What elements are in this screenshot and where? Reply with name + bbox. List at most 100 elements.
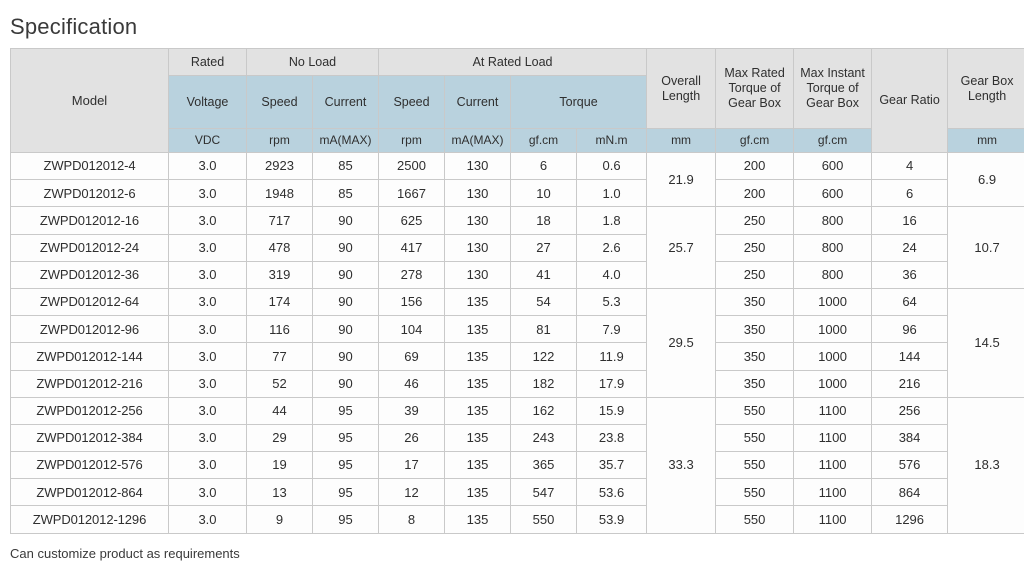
cell-no-load-speed: 9 [246,505,313,534]
cell-voltage: 3.0 [168,478,247,507]
table-body: ZWPD012012-4 3.0 2923 85 2500 130 6 0.6 21.9 200 6… [10,151,1024,534]
cell-gear-ratio: 216 [871,369,949,398]
header-unit-torque-gfcm: gf.cm [510,128,578,153]
cell-no-load-speed: 2923 [246,151,313,181]
cell-no-load-current: 95 [311,478,380,507]
cell-no-load-speed: 52 [246,369,313,398]
cell-rated-speed: 39 [378,396,446,425]
cell-torque-mnm: 53.6 [576,478,648,507]
cell-no-load-speed: 29 [246,423,313,453]
cell-no-load-speed: 77 [246,342,313,371]
cell-torque-gfcm: 10 [510,179,578,208]
header-sub-torque: Torque [510,75,648,129]
header-unit-no-load-speed: rpm [246,128,313,153]
cell-max-rated-torque: 550 [715,396,795,425]
header-overall-length: Overall Length [646,48,717,129]
cell-model: ZWPD012012-144 [10,342,169,371]
cell-rated-current: 135 [444,423,512,453]
cell-voltage: 3.0 [168,233,247,262]
cell-torque-gfcm: 54 [510,287,578,317]
cell-rated-current: 130 [444,233,512,262]
header-unit-torque-mnm: mN.m [576,128,648,153]
cell-max-instant-torque: 600 [793,151,873,181]
cell-torque-mnm: 11.9 [576,342,648,371]
cell-model: ZWPD012012-864 [10,478,169,507]
cell-torque-gfcm: 122 [510,342,578,371]
cell-gear-ratio: 256 [871,396,949,425]
cell-torque-gfcm: 18 [510,206,578,235]
cell-rated-current: 135 [444,342,512,371]
header-unit-voltage: VDC [168,128,247,153]
cell-overall-length: 33.3 [646,396,717,534]
header-model: Model [10,48,169,153]
cell-no-load-speed: 174 [246,287,313,317]
cell-gear-box-length: 6.9 [947,151,1024,208]
cell-no-load-current: 90 [311,369,380,398]
cell-max-instant-torque: 1000 [793,287,873,317]
cell-rated-current: 135 [444,287,512,317]
cell-gear-ratio: 6 [871,179,949,208]
cell-no-load-current: 95 [311,396,380,425]
header-sub-no-load-current: Current [311,75,380,129]
cell-torque-mnm: 35.7 [576,451,648,480]
cell-no-load-current: 90 [311,206,380,235]
cell-torque-mnm: 23.8 [576,423,648,453]
cell-torque-mnm: 2.6 [576,233,648,262]
cell-torque-mnm: 7.9 [576,315,648,344]
cell-rated-current: 130 [444,206,512,235]
cell-no-load-speed: 19 [246,451,313,480]
header-max-instant-torque: Max Instant Torque of Gear Box [793,48,873,129]
header-group-at-rated-load: At Rated Load [378,48,648,76]
cell-voltage: 3.0 [168,423,247,453]
cell-no-load-current: 90 [311,233,380,262]
cell-gear-ratio: 864 [871,478,949,507]
table-row: ZWPD012012-36 3.0 319 90 278 130 41 4.0 250 800 36 [10,260,1024,289]
cell-torque-gfcm: 243 [510,423,578,453]
cell-gear-ratio: 64 [871,287,949,317]
cell-rated-speed: 2500 [378,151,446,181]
cell-torque-gfcm: 547 [510,478,578,507]
cell-overall-length: 25.7 [646,206,717,289]
cell-rated-speed: 12 [378,478,446,507]
cell-torque-gfcm: 365 [510,451,578,480]
cell-model: ZWPD012012-576 [10,451,169,480]
cell-torque-mnm: 53.9 [576,505,648,534]
header-row-sub: Voltage Speed Current Speed Current Torq… [11,75,1024,129]
cell-model: ZWPD012012-256 [10,396,169,425]
cell-gear-ratio: 16 [871,206,949,235]
cell-gear-ratio: 144 [871,342,949,371]
cell-torque-gfcm: 6 [510,151,578,181]
cell-model: ZWPD012012-16 [10,206,169,235]
table-row: ZWPD012012-384 3.0 29 95 26 135 243 23.8 550 1100… [10,423,1024,453]
cell-gear-ratio: 36 [871,260,949,289]
cell-model: ZWPD012012-24 [10,233,169,262]
header-group-no-load: No Load [245,48,380,76]
cell-rated-speed: 8 [378,505,446,534]
table-row: ZWPD012012-576 3.0 19 95 17 135 365 35.7 550 1100… [10,451,1024,480]
cell-model: ZWPD012012-36 [10,260,169,289]
cell-rated-speed: 1667 [378,179,446,208]
cell-max-instant-torque: 1000 [793,342,873,371]
header-unit-max-rated-torque: gf.cm [715,128,795,153]
cell-no-load-current: 95 [311,505,380,534]
cell-max-instant-torque: 1000 [793,369,873,398]
cell-rated-speed: 156 [378,287,446,317]
cell-max-rated-torque: 550 [715,423,795,453]
cell-model: ZWPD012012-1296 [10,505,169,534]
header-unit-rated-speed: rpm [378,128,446,153]
cell-torque-gfcm: 550 [510,505,578,534]
cell-no-load-current: 95 [311,451,380,480]
cell-rated-speed: 46 [378,369,446,398]
cell-model: ZWPD012012-96 [10,315,169,344]
header-unit-overall-length: mm [646,128,717,153]
cell-torque-mnm: 17.9 [576,369,648,398]
cell-rated-speed: 69 [378,342,446,371]
header-unit-rated-current: mA(MAX) [444,128,512,153]
header-gear-box-length: Gear Box Length [947,48,1024,129]
cell-max-instant-torque: 1100 [793,505,873,534]
cell-gear-ratio: 576 [871,451,949,480]
cell-max-rated-torque: 350 [715,369,795,398]
header-gear-ratio: Gear Ratio [871,48,949,153]
cell-max-rated-torque: 250 [715,260,795,289]
